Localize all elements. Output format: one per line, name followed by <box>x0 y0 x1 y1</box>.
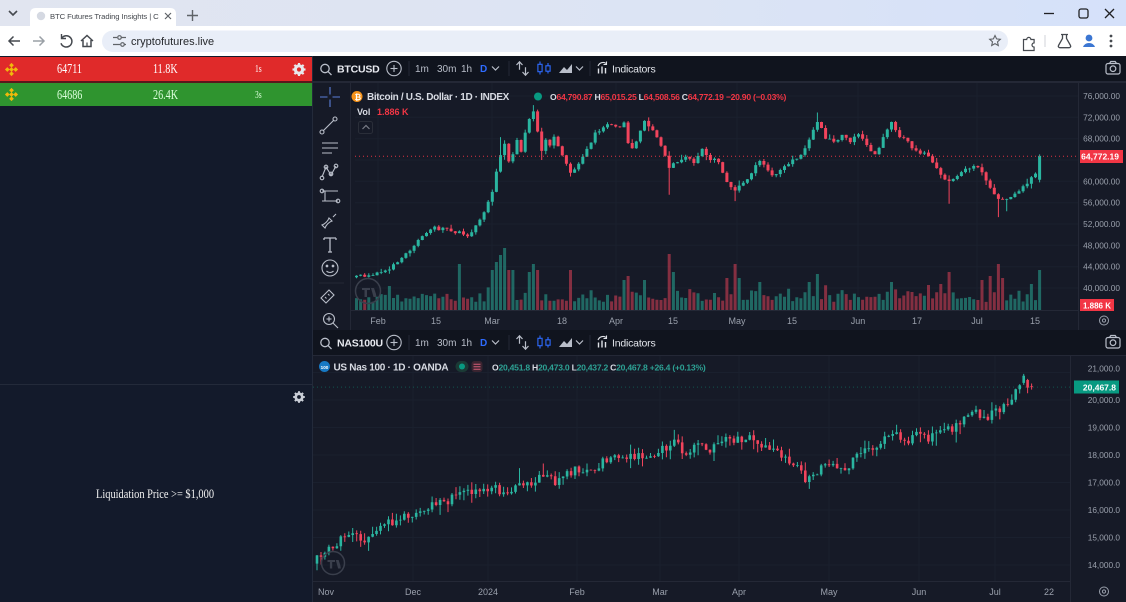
svg-text:15: 15 <box>1030 316 1040 326</box>
svg-text:Dec: Dec <box>405 587 422 597</box>
svg-text:20,467.8: 20,467.8 <box>1083 382 1116 392</box>
svg-text:Indicators: Indicators <box>612 64 656 76</box>
svg-text:44,000.00: 44,000.00 <box>1083 262 1120 272</box>
svg-text:D: D <box>480 338 487 349</box>
svg-text:May: May <box>728 316 746 326</box>
svg-text:1.886 K: 1.886 K <box>1083 301 1111 310</box>
svg-text:30m: 30m <box>437 338 456 349</box>
svg-text:NAS100U: NAS100U <box>337 338 383 350</box>
svg-text:56,000.00: 56,000.00 <box>1083 198 1120 208</box>
svg-text:Vol: Vol <box>357 107 370 117</box>
svg-text:Indicators: Indicators <box>612 338 656 350</box>
svg-text:17,000.0: 17,000.0 <box>1088 478 1121 488</box>
svg-text:Bitcoin / U.S. Dollar · 1D · I: Bitcoin / U.S. Dollar · 1D · INDEX <box>367 92 510 103</box>
svg-text:1h: 1h <box>461 64 472 75</box>
svg-text:20,000.0: 20,000.0 <box>1088 395 1121 405</box>
svg-text:Apr: Apr <box>609 316 623 326</box>
svg-text:Feb: Feb <box>370 316 386 326</box>
svg-text:68,000.00: 68,000.00 <box>1083 134 1120 144</box>
svg-text:cryptofutures.live: cryptofutures.live <box>131 36 214 48</box>
svg-text:1m: 1m <box>415 338 429 349</box>
svg-text:18: 18 <box>557 316 567 326</box>
svg-text:Jul: Jul <box>971 316 983 326</box>
svg-text:BTC Futures Trading Insights |: BTC Futures Trading Insights | C <box>50 12 159 21</box>
svg-text:100: 100 <box>321 365 329 370</box>
svg-text:D: D <box>480 64 487 75</box>
svg-text:BTCUSD: BTCUSD <box>337 64 380 76</box>
svg-text:2024: 2024 <box>478 587 498 597</box>
svg-text:O64,790.87 H65,015.25 L64,508.: O64,790.87 H65,015.25 L64,508.56 C64,772… <box>550 92 786 102</box>
svg-text:May: May <box>820 587 838 597</box>
svg-text:1m: 1m <box>415 64 429 75</box>
svg-text:15: 15 <box>431 316 441 326</box>
svg-text:Mar: Mar <box>484 316 500 326</box>
svg-text:Apr: Apr <box>732 587 746 597</box>
svg-text:₿: ₿ <box>355 93 362 102</box>
svg-text:40,000.00: 40,000.00 <box>1083 283 1120 293</box>
svg-text:Feb: Feb <box>569 587 585 597</box>
svg-text:1h: 1h <box>461 338 472 349</box>
svg-text:48,000.00: 48,000.00 <box>1083 240 1120 250</box>
svg-text:18,000.0: 18,000.0 <box>1088 450 1121 460</box>
svg-text:Jun: Jun <box>851 316 866 326</box>
svg-text:17: 17 <box>912 316 922 326</box>
svg-text:52,000.00: 52,000.00 <box>1083 219 1120 229</box>
svg-text:Mar: Mar <box>652 587 668 597</box>
svg-text:64,772.19: 64,772.19 <box>1081 152 1119 162</box>
svg-text:21,000.0: 21,000.0 <box>1088 364 1121 374</box>
svg-text:O20,451.8 H20,473.0 L20,437.2: O20,451.8 H20,473.0 L20,437.2 C20,467.8 … <box>492 363 706 373</box>
svg-text:Jun: Jun <box>912 587 927 597</box>
svg-text:14,000.0: 14,000.0 <box>1088 560 1121 570</box>
svg-text:19,000.0: 19,000.0 <box>1088 423 1121 433</box>
svg-text:76,000.00: 76,000.00 <box>1083 91 1120 101</box>
svg-text:30m: 30m <box>437 64 456 75</box>
svg-text:60,000.00: 60,000.00 <box>1083 176 1120 186</box>
svg-text:Jul: Jul <box>989 587 1001 597</box>
svg-text:15: 15 <box>668 316 678 326</box>
svg-text:16,000.0: 16,000.0 <box>1088 505 1121 515</box>
svg-text:15: 15 <box>787 316 797 326</box>
svg-text:1.886 K: 1.886 K <box>377 107 409 117</box>
svg-text:22: 22 <box>1044 587 1054 597</box>
svg-text:Nov: Nov <box>318 587 335 597</box>
svg-text:72,000.00: 72,000.00 <box>1083 112 1120 122</box>
svg-text:15,000.0: 15,000.0 <box>1088 533 1121 543</box>
svg-text:US Nas 100 · 1D · OANDA: US Nas 100 · 1D · OANDA <box>334 363 449 374</box>
